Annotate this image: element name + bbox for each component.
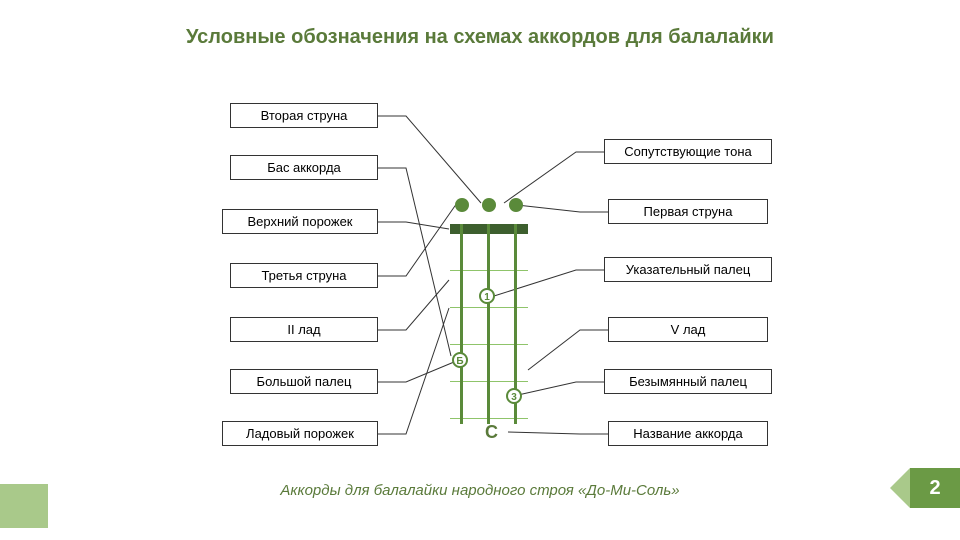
callout-label: Бас аккорда xyxy=(230,155,378,180)
callout-label: Сопутствующие тона xyxy=(604,139,772,164)
chord-name: C xyxy=(485,422,498,443)
page-number: 2 xyxy=(910,468,960,508)
finger-marker: Б xyxy=(452,352,468,368)
subtitle: Аккорды для балалайки народного строя «Д… xyxy=(0,482,960,499)
open-string-dot xyxy=(509,198,523,212)
fretboard-diagram: 1 Б 3 C xyxy=(450,210,528,454)
finger-marker: 3 xyxy=(506,388,522,404)
page-title: Условные обозначения на схемах аккордов … xyxy=(0,26,960,49)
string-line xyxy=(487,224,490,424)
callout-label: Первая струна xyxy=(608,199,768,224)
open-string-dot xyxy=(455,198,469,212)
open-string-dot xyxy=(482,198,496,212)
callout-label: Ладовый порожек xyxy=(222,421,378,446)
finger-marker: 1 xyxy=(479,288,495,304)
callout-label: Вторая струна xyxy=(230,103,378,128)
flag-arrow xyxy=(890,468,910,508)
callout-label: Верхний порожек xyxy=(222,209,378,234)
callout-label: Указательный палец xyxy=(604,257,772,282)
corner-tab xyxy=(0,484,48,528)
page-number-flag: 2 xyxy=(890,468,960,508)
callout-label: Третья струна xyxy=(230,263,378,288)
callout-label: Большой палец xyxy=(230,369,378,394)
string-line xyxy=(460,224,463,424)
callout-label: Название аккорда xyxy=(608,421,768,446)
callout-label: II лад xyxy=(230,317,378,342)
callout-label: V лад xyxy=(608,317,768,342)
callout-label: Безымянный палец xyxy=(604,369,772,394)
